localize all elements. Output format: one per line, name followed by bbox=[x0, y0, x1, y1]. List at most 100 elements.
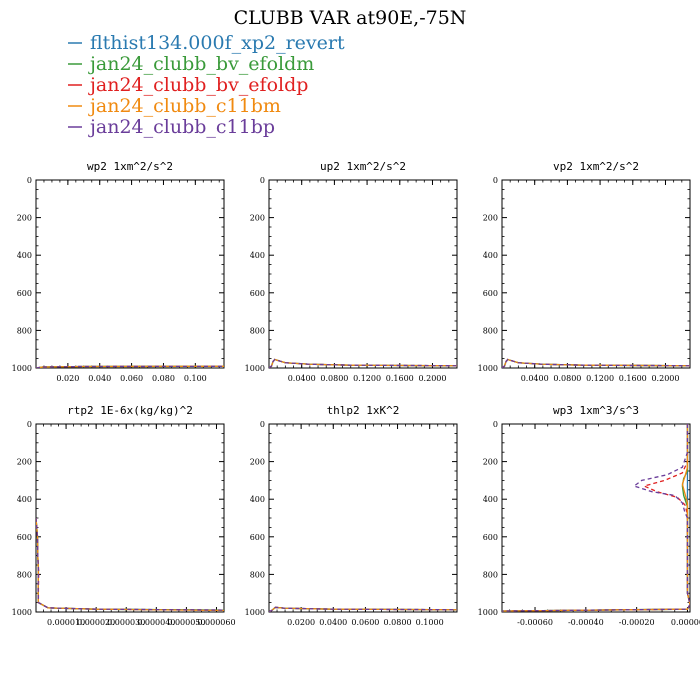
legend-label: flthist134.000f_xp2_revert bbox=[90, 32, 345, 54]
x-tick-label: 0.0800 bbox=[320, 374, 348, 383]
y-tick-label: 200 bbox=[17, 214, 32, 223]
legend-entry: jan24_clubb_c11bp bbox=[68, 116, 275, 138]
legend: flthist134.000f_xp2_revert jan24_clubb_b… bbox=[68, 32, 345, 138]
y-tick-label: 800 bbox=[17, 326, 32, 335]
y-tick-label: 600 bbox=[483, 289, 498, 298]
y-tick-label: 1000 bbox=[478, 364, 498, 373]
y-tick-label: 400 bbox=[483, 251, 498, 260]
plot-frame bbox=[501, 423, 691, 613]
legend-label: jan24_clubb_bv_efoldp bbox=[88, 74, 308, 96]
y-tick-label: 200 bbox=[250, 214, 265, 223]
panel: wp3 1xm^3/s^3 0 200 400 600 800 1000 -0.00060 -0… bbox=[478, 404, 700, 627]
x-tick-label: 0.0400 bbox=[319, 618, 347, 627]
panel: rtp2 1E-6x(kg/kg)^2 0 200 400 600 800 1000 0.00… bbox=[12, 404, 236, 627]
x-tick-label: 0.000060 bbox=[197, 618, 235, 627]
x-tick-label: 0.0800 bbox=[553, 374, 581, 383]
y-tick-label: 0 bbox=[27, 420, 32, 429]
x-tick-label: 0.000050 bbox=[167, 618, 205, 627]
x-tick-label: 0.0200 bbox=[287, 618, 315, 627]
x-tick-label: 0.0400 bbox=[288, 374, 316, 383]
series-line bbox=[502, 424, 690, 612]
series-line bbox=[36, 517, 224, 611]
x-tick-label: 0.1600 bbox=[386, 374, 414, 383]
legend-label: jan24_clubb_c11bm bbox=[88, 95, 281, 117]
legend-label: jan24_clubb_bv_efoldm bbox=[88, 53, 314, 75]
x-tick-label: 0.1200 bbox=[353, 374, 381, 383]
figure-title: CLUBB VAR at90E,-75N bbox=[234, 7, 467, 29]
x-tick-label: 0.080 bbox=[152, 374, 175, 383]
y-tick-label: 1000 bbox=[478, 608, 498, 617]
plot-frame bbox=[501, 179, 691, 369]
y-tick-label: 1000 bbox=[245, 608, 265, 617]
x-tick-label: 0.1000 bbox=[416, 618, 444, 627]
y-tick-label: 400 bbox=[250, 251, 265, 260]
y-tick-label: 800 bbox=[17, 570, 32, 579]
y-tick-label: 800 bbox=[483, 570, 498, 579]
x-tick-label: 0.2000 bbox=[418, 374, 446, 383]
y-tick-label: 400 bbox=[483, 495, 498, 504]
plot-frame bbox=[268, 179, 458, 369]
x-tick-label: 0.000030 bbox=[107, 618, 145, 627]
series-line bbox=[502, 424, 690, 612]
y-tick-label: 800 bbox=[250, 570, 265, 579]
x-tick-label: 0.0800 bbox=[384, 618, 412, 627]
y-tick-label: 200 bbox=[483, 458, 498, 467]
series-line bbox=[36, 517, 224, 612]
y-tick-label: 200 bbox=[17, 458, 32, 467]
x-tick-label: 0.000010 bbox=[47, 618, 85, 627]
y-tick-label: 1000 bbox=[245, 364, 265, 373]
x-tick-label: -0.00040 bbox=[568, 618, 604, 627]
legend-entry: jan24_clubb_bv_efoldp bbox=[68, 74, 308, 96]
series-line bbox=[269, 606, 457, 612]
x-tick-label: 0.1600 bbox=[619, 374, 647, 383]
series-line bbox=[502, 424, 690, 612]
x-tick-label: 0.000020 bbox=[77, 618, 115, 627]
panels: wp2 1xm^2/s^2 0 200 400 600 800 1000 0.020 0.040… bbox=[12, 160, 700, 627]
y-tick-label: 600 bbox=[17, 533, 32, 542]
series-line bbox=[269, 358, 457, 368]
y-tick-label: 0 bbox=[493, 176, 498, 185]
series-line bbox=[269, 358, 457, 368]
panel-title: wp3 1xm^3/s^3 bbox=[553, 404, 639, 417]
series-line bbox=[36, 517, 224, 611]
x-tick-label: 0.1200 bbox=[586, 374, 614, 383]
plot-frame bbox=[268, 423, 458, 613]
series-line bbox=[36, 365, 224, 368]
panel-title: vp2 1xm^2/s^2 bbox=[553, 160, 639, 173]
y-tick-label: 600 bbox=[250, 289, 265, 298]
legend-entry: jan24_clubb_bv_efoldm bbox=[68, 53, 314, 75]
series-line bbox=[36, 517, 224, 611]
y-tick-label: 800 bbox=[483, 326, 498, 335]
y-tick-label: 1000 bbox=[12, 608, 32, 617]
y-tick-label: 200 bbox=[250, 458, 265, 467]
series-line bbox=[36, 517, 224, 611]
series-line bbox=[502, 358, 690, 368]
x-tick-label: 0.100 bbox=[184, 374, 207, 383]
y-tick-label: 0 bbox=[260, 420, 265, 429]
y-tick-label: 600 bbox=[250, 533, 265, 542]
y-tick-label: 600 bbox=[483, 533, 498, 542]
x-tick-label: 0.00000 bbox=[671, 618, 700, 627]
y-tick-label: 0 bbox=[260, 176, 265, 185]
x-tick-label: 0.040 bbox=[88, 374, 111, 383]
x-tick-label: 0.2000 bbox=[651, 374, 679, 383]
x-tick-label: 0.020 bbox=[56, 374, 79, 383]
panel: thlp2 1xK^2 0 200 400 600 800 1000 0.0200 0.0400… bbox=[245, 404, 458, 627]
panel: vp2 1xm^2/s^2 0 200 400 600 800 1000 0.0400 0.08… bbox=[478, 160, 691, 383]
x-tick-label: 0.060 bbox=[120, 374, 143, 383]
x-tick-label: 0.0600 bbox=[351, 618, 379, 627]
legend-label: jan24_clubb_c11bp bbox=[88, 116, 275, 138]
x-tick-label: -0.00020 bbox=[619, 618, 655, 627]
panel-title: rtp2 1E-6x(kg/kg)^2 bbox=[67, 404, 193, 417]
y-tick-label: 400 bbox=[250, 495, 265, 504]
y-tick-label: 0 bbox=[27, 176, 32, 185]
panel-title: up2 1xm^2/s^2 bbox=[320, 160, 406, 173]
y-tick-label: 800 bbox=[250, 326, 265, 335]
x-tick-label: 0.000040 bbox=[137, 618, 175, 627]
y-tick-label: 400 bbox=[17, 495, 32, 504]
legend-entry: flthist134.000f_xp2_revert bbox=[68, 32, 345, 54]
plot-frame bbox=[35, 179, 225, 369]
y-tick-label: 400 bbox=[17, 251, 32, 260]
panel-title: wp2 1xm^2/s^2 bbox=[87, 160, 173, 173]
